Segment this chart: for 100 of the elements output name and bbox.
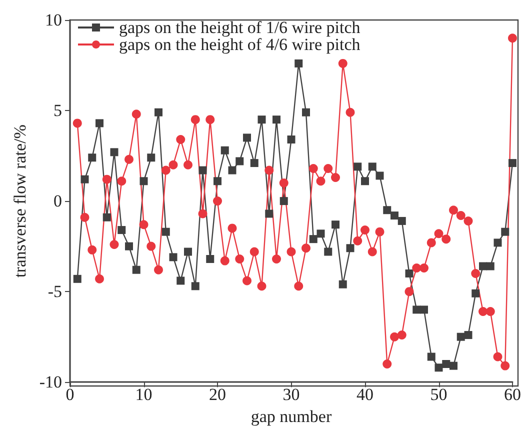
point xyxy=(102,213,111,222)
point xyxy=(184,160,192,170)
x-tick-label: 60 xyxy=(504,385,521,404)
point xyxy=(346,244,354,252)
x-tick-label: 30 xyxy=(282,385,300,404)
point xyxy=(80,212,90,222)
point xyxy=(464,216,473,226)
point xyxy=(493,352,502,362)
point xyxy=(398,216,406,225)
point xyxy=(242,276,252,286)
point xyxy=(376,172,384,180)
point xyxy=(412,264,422,273)
point xyxy=(235,254,244,264)
point xyxy=(427,352,436,361)
point xyxy=(404,287,414,296)
point xyxy=(309,235,318,244)
point xyxy=(338,58,348,68)
point xyxy=(332,220,340,229)
point xyxy=(308,164,318,173)
point xyxy=(420,264,428,273)
point xyxy=(486,262,494,270)
point xyxy=(508,159,516,168)
point xyxy=(294,59,303,68)
point xyxy=(162,228,170,236)
x-axis-title: gap number xyxy=(250,407,332,426)
point xyxy=(383,206,392,214)
point xyxy=(95,274,104,284)
point xyxy=(88,154,96,162)
point xyxy=(220,256,230,266)
point xyxy=(190,115,200,124)
point xyxy=(264,166,274,175)
point xyxy=(124,154,134,164)
point xyxy=(434,229,444,238)
point xyxy=(302,108,310,116)
point xyxy=(213,196,222,206)
point xyxy=(456,211,466,220)
y-tick-label: -10 xyxy=(39,372,62,392)
point xyxy=(508,34,517,43)
point xyxy=(102,174,112,184)
point xyxy=(361,177,369,186)
point xyxy=(236,157,244,166)
point xyxy=(169,253,178,262)
point xyxy=(125,242,133,250)
point xyxy=(73,274,82,283)
point xyxy=(449,206,458,215)
point xyxy=(258,116,266,124)
x-tick-label: 20 xyxy=(209,385,226,404)
point xyxy=(88,245,97,254)
point xyxy=(368,162,376,171)
point xyxy=(250,159,258,168)
point xyxy=(450,362,458,370)
point xyxy=(117,176,126,186)
point xyxy=(176,134,186,144)
point xyxy=(500,361,510,370)
y-tick-label: 0 xyxy=(54,192,62,211)
point xyxy=(420,306,428,314)
point xyxy=(442,360,450,368)
point xyxy=(501,228,510,236)
point xyxy=(191,282,200,290)
point xyxy=(272,254,281,264)
x-tick-label: 40 xyxy=(356,385,374,404)
point xyxy=(464,331,472,340)
point xyxy=(206,254,214,263)
point xyxy=(139,220,148,230)
point xyxy=(168,160,178,170)
point xyxy=(206,115,215,124)
point xyxy=(360,226,370,235)
point xyxy=(228,224,237,233)
point xyxy=(405,269,414,278)
x-tick-label: 0 xyxy=(66,385,74,404)
point xyxy=(486,306,495,316)
point xyxy=(338,280,347,288)
point xyxy=(132,266,140,274)
point xyxy=(426,238,436,248)
point xyxy=(118,226,126,234)
point xyxy=(228,166,236,174)
point xyxy=(154,108,162,116)
point xyxy=(198,209,208,218)
point xyxy=(471,268,480,278)
y-axis-title: transverse flow rate/% xyxy=(10,124,30,278)
point xyxy=(479,262,487,270)
point xyxy=(331,173,340,182)
point xyxy=(375,227,384,236)
point xyxy=(316,230,325,238)
point xyxy=(472,289,480,298)
point xyxy=(346,108,355,117)
point xyxy=(146,242,156,251)
legend-label: gaps on the height of 1/6 wire pitch xyxy=(119,18,361,37)
point xyxy=(353,236,362,246)
point xyxy=(287,135,296,144)
x-tick-label: 10 xyxy=(135,385,152,404)
point xyxy=(286,247,296,256)
point xyxy=(412,306,421,314)
point xyxy=(257,282,266,291)
y-tick-label: -5 xyxy=(48,282,62,302)
point xyxy=(243,134,251,142)
point xyxy=(280,197,288,206)
point xyxy=(390,332,399,342)
point xyxy=(220,146,229,154)
point xyxy=(316,176,326,186)
